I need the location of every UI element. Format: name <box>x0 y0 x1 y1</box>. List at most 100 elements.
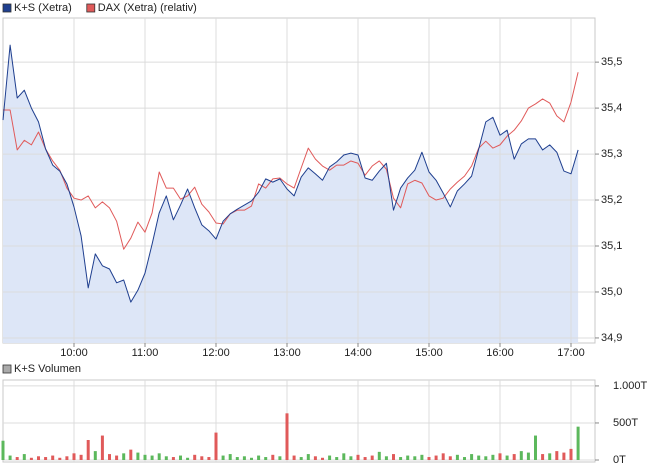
volume-bar <box>377 451 381 460</box>
y-tick-label: 1.000T <box>613 380 648 392</box>
volume-bar <box>299 457 303 460</box>
volume-bar <box>171 457 175 460</box>
volume-bar <box>370 455 374 460</box>
volume-bar <box>427 457 431 460</box>
volume-bar <box>72 453 76 460</box>
volume-bar <box>242 456 246 460</box>
volume-bar <box>328 455 332 460</box>
plot-area <box>2 379 596 463</box>
volume-bar <box>22 454 26 460</box>
volume-bar <box>399 457 403 460</box>
volume-bar <box>519 451 523 460</box>
volume-bar <box>349 456 353 460</box>
x-tick-label: 17:00 <box>557 347 585 359</box>
volume-bar <box>200 456 204 460</box>
volume-bar <box>278 456 282 460</box>
volume-bar <box>1 440 5 460</box>
volume-bar <box>37 456 41 460</box>
volume-bar <box>292 455 296 460</box>
legend-swatch <box>2 364 12 374</box>
volume-bar <box>392 454 396 460</box>
volume-bar <box>136 452 140 460</box>
volume-bar <box>342 453 346 460</box>
volume-bar <box>306 454 310 460</box>
volume-bar <box>569 448 573 460</box>
series-line <box>3 72 579 250</box>
legend-label: K+S Volumen <box>14 363 81 375</box>
volume-bar <box>65 456 69 460</box>
volume-bar <box>335 457 339 460</box>
volume-bar <box>555 451 559 460</box>
y-tick-label: 35,0 <box>601 286 622 298</box>
volume-bar <box>29 457 33 460</box>
volume-bar <box>193 454 197 460</box>
volume-bar <box>441 453 445 460</box>
volume-bar <box>491 454 495 460</box>
legend-label: DAX (Xetra) (relativ) <box>98 2 197 14</box>
volume-bar <box>363 457 367 460</box>
volume-bar <box>86 440 90 460</box>
volume-bar <box>108 454 112 460</box>
volume-bar <box>434 455 438 460</box>
legend-swatch <box>86 3 96 13</box>
volume-bar <box>321 457 325 460</box>
volume-bar <box>228 454 232 460</box>
y-tick-label: 35,2 <box>601 194 622 206</box>
volume-bar <box>271 454 275 460</box>
y-tick-label: 500T <box>613 417 638 429</box>
volume-bar <box>356 454 360 460</box>
volume-bar <box>8 455 12 460</box>
y-tick-label: 35,5 <box>601 56 622 68</box>
volume-bar <box>100 435 104 460</box>
volume-bar <box>235 457 239 460</box>
volume-bar <box>512 454 516 460</box>
volume-bar <box>179 455 183 460</box>
x-tick-label: 13:00 <box>273 347 301 359</box>
x-tick-label: 11:00 <box>132 347 159 359</box>
volume-bar <box>384 456 388 460</box>
volume-bar <box>150 455 154 460</box>
y-tick-label: 35,3 <box>601 148 622 160</box>
volume-bar <box>576 426 580 460</box>
volume-bar <box>157 453 161 460</box>
x-tick-label: 15:00 <box>415 347 443 359</box>
volume-bar <box>44 457 48 460</box>
volume-bar <box>448 456 452 460</box>
y-tick-label: 35,4 <box>601 102 622 114</box>
volume-bar <box>214 432 218 460</box>
volume-bar <box>477 455 481 460</box>
volume-bar <box>455 454 459 460</box>
volume-bar <box>51 455 55 460</box>
y-tick-label: 0T <box>613 454 626 466</box>
y-tick-label: 35,1 <box>601 240 622 252</box>
legend-swatch <box>2 3 12 13</box>
volume-bar <box>406 455 410 460</box>
volume-bar <box>534 435 538 460</box>
volume-bar <box>526 452 530 460</box>
volume-bar <box>186 457 190 460</box>
volume-bar <box>257 455 261 460</box>
volume-bar <box>562 452 566 460</box>
volume-bar <box>164 456 168 460</box>
volume-bar <box>129 449 133 460</box>
x-tick-label: 10:00 <box>60 347 88 359</box>
volume-bar <box>264 457 268 460</box>
volume-bar <box>250 457 254 460</box>
volume-bar <box>498 453 502 460</box>
legend-label: K+S (Xetra) <box>14 2 72 14</box>
volume-bar <box>313 456 317 460</box>
series-line <box>2 44 579 303</box>
x-tick-label: 16:00 <box>486 347 514 359</box>
series-area <box>3 45 579 343</box>
volume-bar <box>79 454 83 460</box>
volume-bar <box>58 457 62 460</box>
volume-bar <box>285 413 289 460</box>
volume-bar <box>143 454 147 460</box>
volume-bar <box>484 456 488 460</box>
volume-bar <box>115 455 119 460</box>
volume-bar <box>548 453 552 460</box>
volume-bar <box>93 451 97 460</box>
volume-bar <box>463 457 467 460</box>
x-tick-label: 14:00 <box>344 347 372 359</box>
